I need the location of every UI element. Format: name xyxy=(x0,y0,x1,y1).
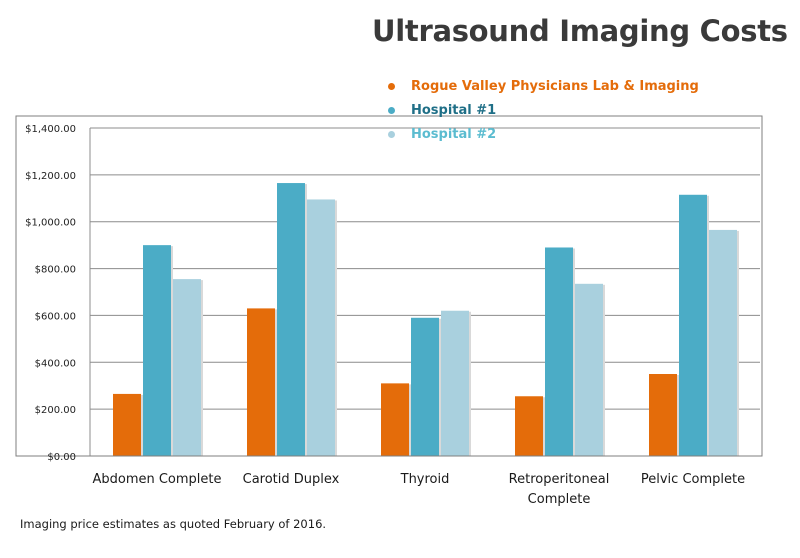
y-tick-label: $1,200.00 xyxy=(25,171,76,182)
legend-label: Rogue Valley Physicians Lab & Imaging xyxy=(411,78,699,94)
x-tick-label: Abdomen Complete xyxy=(92,472,221,487)
y-tick-label: $800.00 xyxy=(35,265,76,276)
bar xyxy=(575,283,603,456)
legend-label: Hospital #1 xyxy=(411,102,497,118)
y-tick-label: $600.00 xyxy=(35,311,76,322)
bar xyxy=(411,317,439,456)
bar xyxy=(173,279,201,456)
x-tick-label: Retroperitoneal xyxy=(509,472,610,487)
bar xyxy=(545,247,573,456)
legend-swatch xyxy=(388,82,395,90)
y-tick-label: $400.00 xyxy=(35,358,76,369)
y-tick-label: $1,400.00 xyxy=(25,124,76,135)
bar xyxy=(515,396,543,456)
legend-item: Rogue Valley Physicians Lab & Imaging xyxy=(388,74,699,98)
x-tick-label: Complete xyxy=(528,492,591,507)
legend-label: Hospital #2 xyxy=(411,126,497,142)
legend-item: Hospital #1 xyxy=(388,98,699,122)
footnote: Imaging price estimates as quoted Februa… xyxy=(20,517,327,531)
y-tick-label: $200.00 xyxy=(35,405,76,416)
bar xyxy=(441,310,469,456)
bar xyxy=(381,383,409,456)
bar xyxy=(143,245,171,456)
bar xyxy=(247,308,275,456)
bar xyxy=(277,183,305,457)
bar xyxy=(307,199,335,456)
legend-swatch xyxy=(388,106,395,114)
x-tick-label: Pelvic Complete xyxy=(641,472,745,487)
bar xyxy=(679,194,707,456)
chart-title: Ultrasound Imaging Costs xyxy=(372,14,788,48)
bar xyxy=(709,229,737,456)
x-tick-label: Carotid Duplex xyxy=(243,472,340,487)
y-tick-label: $1,000.00 xyxy=(25,218,76,229)
legend-swatch xyxy=(388,130,395,138)
legend-item: Hospital #2 xyxy=(388,122,699,146)
chart-legend: Rogue Valley Physicians Lab & Imaging Hos… xyxy=(388,74,699,146)
bar xyxy=(113,393,141,456)
x-tick-label: Thyroid xyxy=(400,472,450,487)
y-tick-label: $0.00 xyxy=(47,452,76,463)
bar xyxy=(649,374,677,456)
